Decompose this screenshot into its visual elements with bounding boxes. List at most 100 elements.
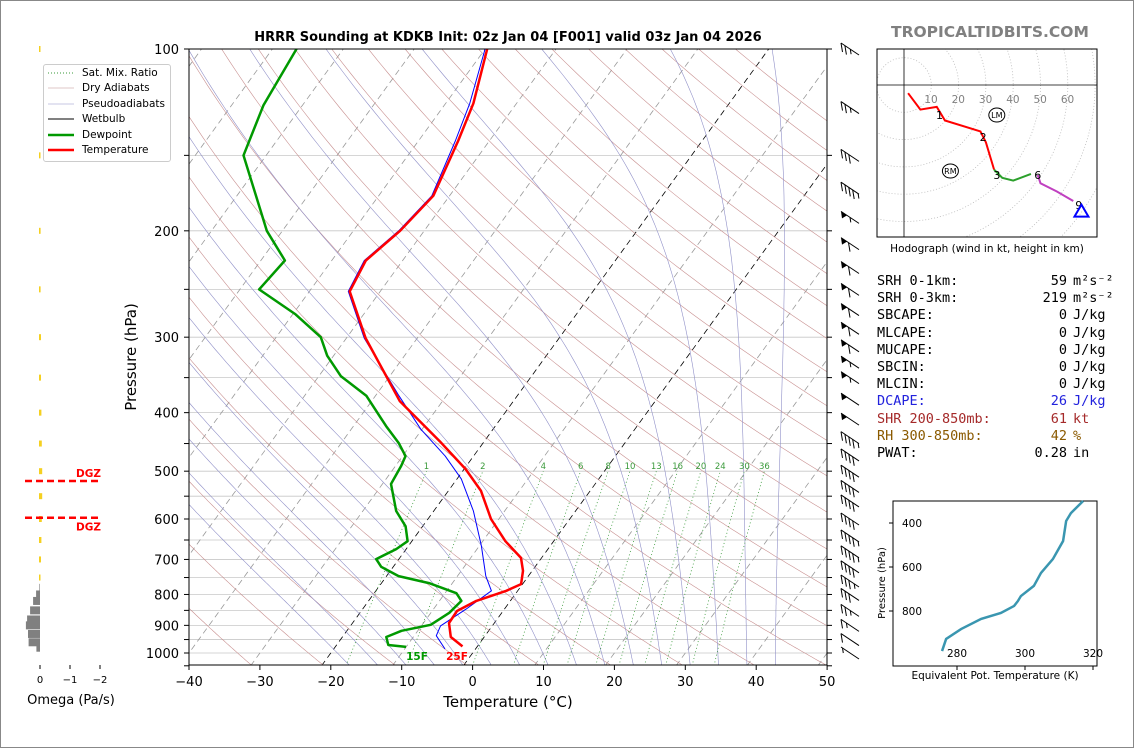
mixing-ratio-label: 6 — [578, 462, 583, 472]
wind-barb — [841, 575, 859, 589]
mixing-ratio-label: 8 — [605, 462, 610, 472]
barb-pennant — [841, 413, 847, 420]
omega-axis-label: Omega (Pa/s) — [27, 693, 115, 708]
stat-unit: J/kg — [1067, 325, 1106, 342]
isotherm — [322, 49, 769, 666]
wind-barb — [841, 182, 859, 199]
omega-bar — [39, 575, 41, 581]
y-tick-label: 800 — [154, 588, 179, 603]
stat-unit: J/kg — [1067, 307, 1106, 324]
stat-label: SRH 0-3km: — [877, 290, 1007, 307]
wind-barb — [841, 465, 859, 482]
omega-bar — [39, 441, 42, 447]
dry-adiabat — [105, 36, 756, 666]
mixing-ratio-label: 13 — [651, 462, 662, 472]
barb-staff — [841, 283, 859, 295]
barb-staff — [841, 322, 859, 334]
y-tick-label: 200 — [154, 225, 179, 240]
mixing-ratio-line — [692, 471, 744, 666]
y-tick-label: 600 — [154, 513, 179, 528]
omega-bar — [39, 537, 41, 543]
hodograph-ring-label: 20 — [952, 94, 965, 106]
hodograph-ring-label: 60 — [1061, 94, 1074, 106]
x-tick-label: 20 — [606, 675, 623, 690]
mixing-ratio-line — [407, 471, 483, 666]
stat-row: RH 300-850mb:42% — [877, 428, 1114, 445]
wind-barb — [841, 211, 859, 223]
omega-bar — [39, 493, 42, 499]
y-tick-label: 700 — [154, 553, 179, 568]
y-tick-label: 100 — [154, 43, 179, 58]
stat-unit: J/kg — [1067, 376, 1106, 393]
wind-barb — [841, 283, 859, 297]
wind-barb — [841, 530, 859, 547]
legend-item-pseudoadiabats: Pseudoadiabats — [48, 96, 170, 112]
y-tick-label: 900 — [154, 619, 179, 634]
legend-item-dewpoint: Dewpoint — [48, 127, 170, 143]
stat-value: 0 — [1007, 359, 1067, 376]
mixing-ratio-label: 20 — [696, 462, 707, 472]
mixing-ratio-line — [644, 471, 701, 666]
y-axis-label: Pressure (hPa) — [122, 303, 140, 411]
barb-pennant — [841, 283, 847, 290]
temperature-line — [350, 49, 523, 646]
wind-barb — [841, 413, 859, 425]
theta-e-y-label: Pressure (hPa) — [877, 547, 888, 619]
pseudoadiabat — [542, 49, 719, 666]
surface-dewpoint-label: 15F — [406, 651, 428, 663]
wind-barb — [841, 372, 859, 384]
wind-barb — [841, 340, 859, 354]
hodograph-ring-label: 50 — [1034, 94, 1047, 106]
skewt-axes: HRRR Sounding at KDKB Init: 02z Jan 04 [… — [122, 30, 835, 711]
x-axis-label: Temperature (°C) — [442, 693, 572, 711]
x-tick-label: −30 — [246, 675, 273, 690]
stat-label: SBCAPE: — [877, 307, 1007, 324]
stat-unit: in — [1067, 445, 1089, 462]
wind-barb — [841, 495, 859, 512]
stat-label: RH 300-850mb: — [877, 428, 1007, 445]
omega-bar — [39, 468, 42, 474]
stat-value: 0 — [1007, 307, 1067, 324]
mixing-ratio-line — [567, 471, 630, 666]
hodograph-height-label: 2 — [980, 131, 987, 144]
barb-pennant — [841, 356, 847, 363]
stat-label: PWAT: — [877, 445, 1007, 462]
theta-e-x-tick-label: 320 — [1083, 648, 1103, 660]
x-tick-label: 0 — [468, 675, 476, 690]
brand-logo: TROPICALTIDBITS.COM — [891, 23, 1089, 41]
stat-unit: J/kg — [1067, 393, 1106, 410]
wind-barb — [841, 588, 859, 602]
dewpoint-line — [244, 49, 462, 647]
hodograph-ring-label: 30 — [979, 94, 992, 106]
mixing-ratio-label: 24 — [715, 462, 726, 472]
barb-staff — [841, 238, 859, 250]
barb-pennant — [841, 322, 847, 329]
mixing-ratio-label: 30 — [739, 462, 750, 472]
isotherm — [251, 49, 698, 666]
isotherm — [180, 49, 627, 666]
stat-label: SRH 0-1km: — [877, 273, 1007, 290]
wind-barb — [841, 304, 859, 318]
theta-e-x-label: Equivalent Pot. Temperature (K) — [911, 670, 1078, 682]
barb-pennant — [841, 340, 847, 347]
wind-barb — [841, 619, 859, 631]
x-tick-label: −10 — [388, 675, 415, 690]
barb-pennant — [841, 238, 847, 245]
skewt-frame — [189, 49, 827, 665]
storm-motion-label: LM — [991, 111, 1002, 120]
omega-bar — [28, 630, 40, 638]
x-tick-label: −40 — [175, 675, 202, 690]
wind-barb — [841, 604, 859, 616]
mixing-ratio-line — [714, 471, 764, 666]
isotherm — [392, 49, 839, 666]
x-tick-label: 30 — [677, 675, 694, 690]
stat-value: 26 — [1007, 393, 1067, 410]
stat-label: DCAPE: — [877, 393, 1007, 410]
pseudoadiabat — [250, 49, 634, 666]
